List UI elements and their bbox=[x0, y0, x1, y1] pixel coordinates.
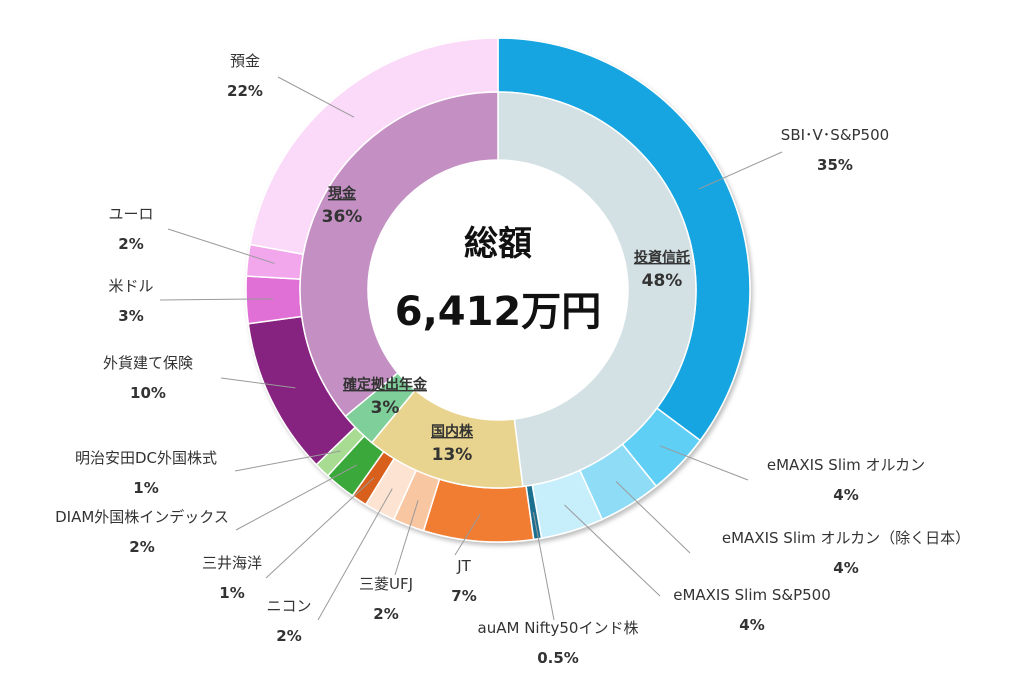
leader-line-13 bbox=[167, 228, 275, 264]
outer-value-11: 10% bbox=[130, 384, 166, 402]
outer-value-10: 1% bbox=[133, 479, 158, 497]
inner-label-3: 現金 bbox=[328, 185, 357, 202]
outer-value-0: 35% bbox=[817, 156, 853, 174]
inner-value-0: 48% bbox=[642, 271, 683, 291]
outer-slice-5 bbox=[422, 478, 535, 543]
leader-line-4 bbox=[532, 512, 555, 621]
leader-line-10 bbox=[234, 450, 341, 472]
outer-label-6: 三菱UFJ bbox=[359, 575, 413, 593]
outer-label-0: SBI･V･S&P500 bbox=[781, 126, 889, 144]
inner-slice-0 bbox=[497, 91, 697, 488]
leader-line-11 bbox=[220, 377, 296, 389]
outer-label-5: JT bbox=[456, 557, 471, 575]
outer-value-13: 2% bbox=[118, 235, 143, 253]
outer-label-3: eMAXIS Slim S&P500 bbox=[673, 586, 831, 604]
outer-value-2: 4% bbox=[833, 559, 858, 577]
center-total: 6,412万円 bbox=[395, 289, 602, 335]
leader-line-14 bbox=[277, 76, 355, 118]
center-title: 総額 bbox=[464, 224, 532, 264]
outer-label-12: 米ドル bbox=[108, 277, 153, 295]
outer-slice-12 bbox=[245, 275, 303, 325]
outer-label-2: eMAXIS Slim オルカン（除く日本） bbox=[722, 529, 970, 547]
leader-lines bbox=[159, 76, 783, 621]
inner-slice-3 bbox=[299, 91, 499, 418]
inner-value-1: 13% bbox=[432, 445, 473, 465]
outer-value-8: 1% bbox=[219, 584, 244, 602]
leader-line-3 bbox=[564, 504, 661, 597]
leader-line-1 bbox=[660, 445, 749, 481]
inner-label-2: 確定拠出年金 bbox=[343, 376, 428, 393]
inner-value-3: 36% bbox=[322, 207, 363, 227]
outer-label-1: eMAXIS Slim オルカン bbox=[767, 456, 925, 474]
outer-value-1: 4% bbox=[833, 486, 858, 504]
inner-value-2: 3% bbox=[371, 398, 400, 418]
outer-value-6: 2% bbox=[373, 605, 398, 623]
leader-line-12 bbox=[159, 298, 274, 301]
outer-label-13: ユーロ bbox=[108, 205, 153, 223]
outer-label-14: 預金 bbox=[230, 52, 260, 70]
outer-value-4: 0.5% bbox=[537, 649, 579, 667]
outer-label-7: ニコン bbox=[266, 597, 311, 615]
outer-value-9: 2% bbox=[129, 538, 154, 556]
leader-line-6 bbox=[394, 500, 419, 576]
outer-label-11: 外貨建て保険 bbox=[103, 354, 193, 372]
inner-labels: 投資信託 48% 国内株 13% 確定拠出年金 3% 現金 36% bbox=[322, 185, 690, 465]
leader-line-2 bbox=[615, 481, 691, 554]
leader-line-7 bbox=[317, 488, 393, 621]
leader-line-5 bbox=[454, 514, 481, 556]
leader-line-0 bbox=[698, 151, 783, 190]
outer-value-5: 7% bbox=[451, 587, 476, 605]
outer-value-3: 4% bbox=[739, 616, 764, 634]
outer-value-7: 2% bbox=[276, 627, 301, 645]
inner-ring bbox=[299, 91, 697, 489]
inner-label-0: 投資信託 bbox=[634, 249, 690, 266]
outer-ring bbox=[245, 37, 751, 543]
outer-value-12: 3% bbox=[118, 307, 143, 325]
leader-line-8 bbox=[265, 477, 375, 579]
outer-label-9: DIAM外国株インデックス bbox=[55, 508, 229, 526]
outer-label-10: 明治安田DC外国株式 bbox=[75, 449, 217, 467]
outer-label-8: 三井海洋 bbox=[202, 554, 262, 572]
leader-line-9 bbox=[235, 464, 357, 531]
inner-label-1: 国内株 bbox=[431, 423, 474, 440]
outer-label-4: auAM Nifty50インド株 bbox=[478, 619, 639, 637]
outer-value-14: 22% bbox=[227, 82, 263, 100]
